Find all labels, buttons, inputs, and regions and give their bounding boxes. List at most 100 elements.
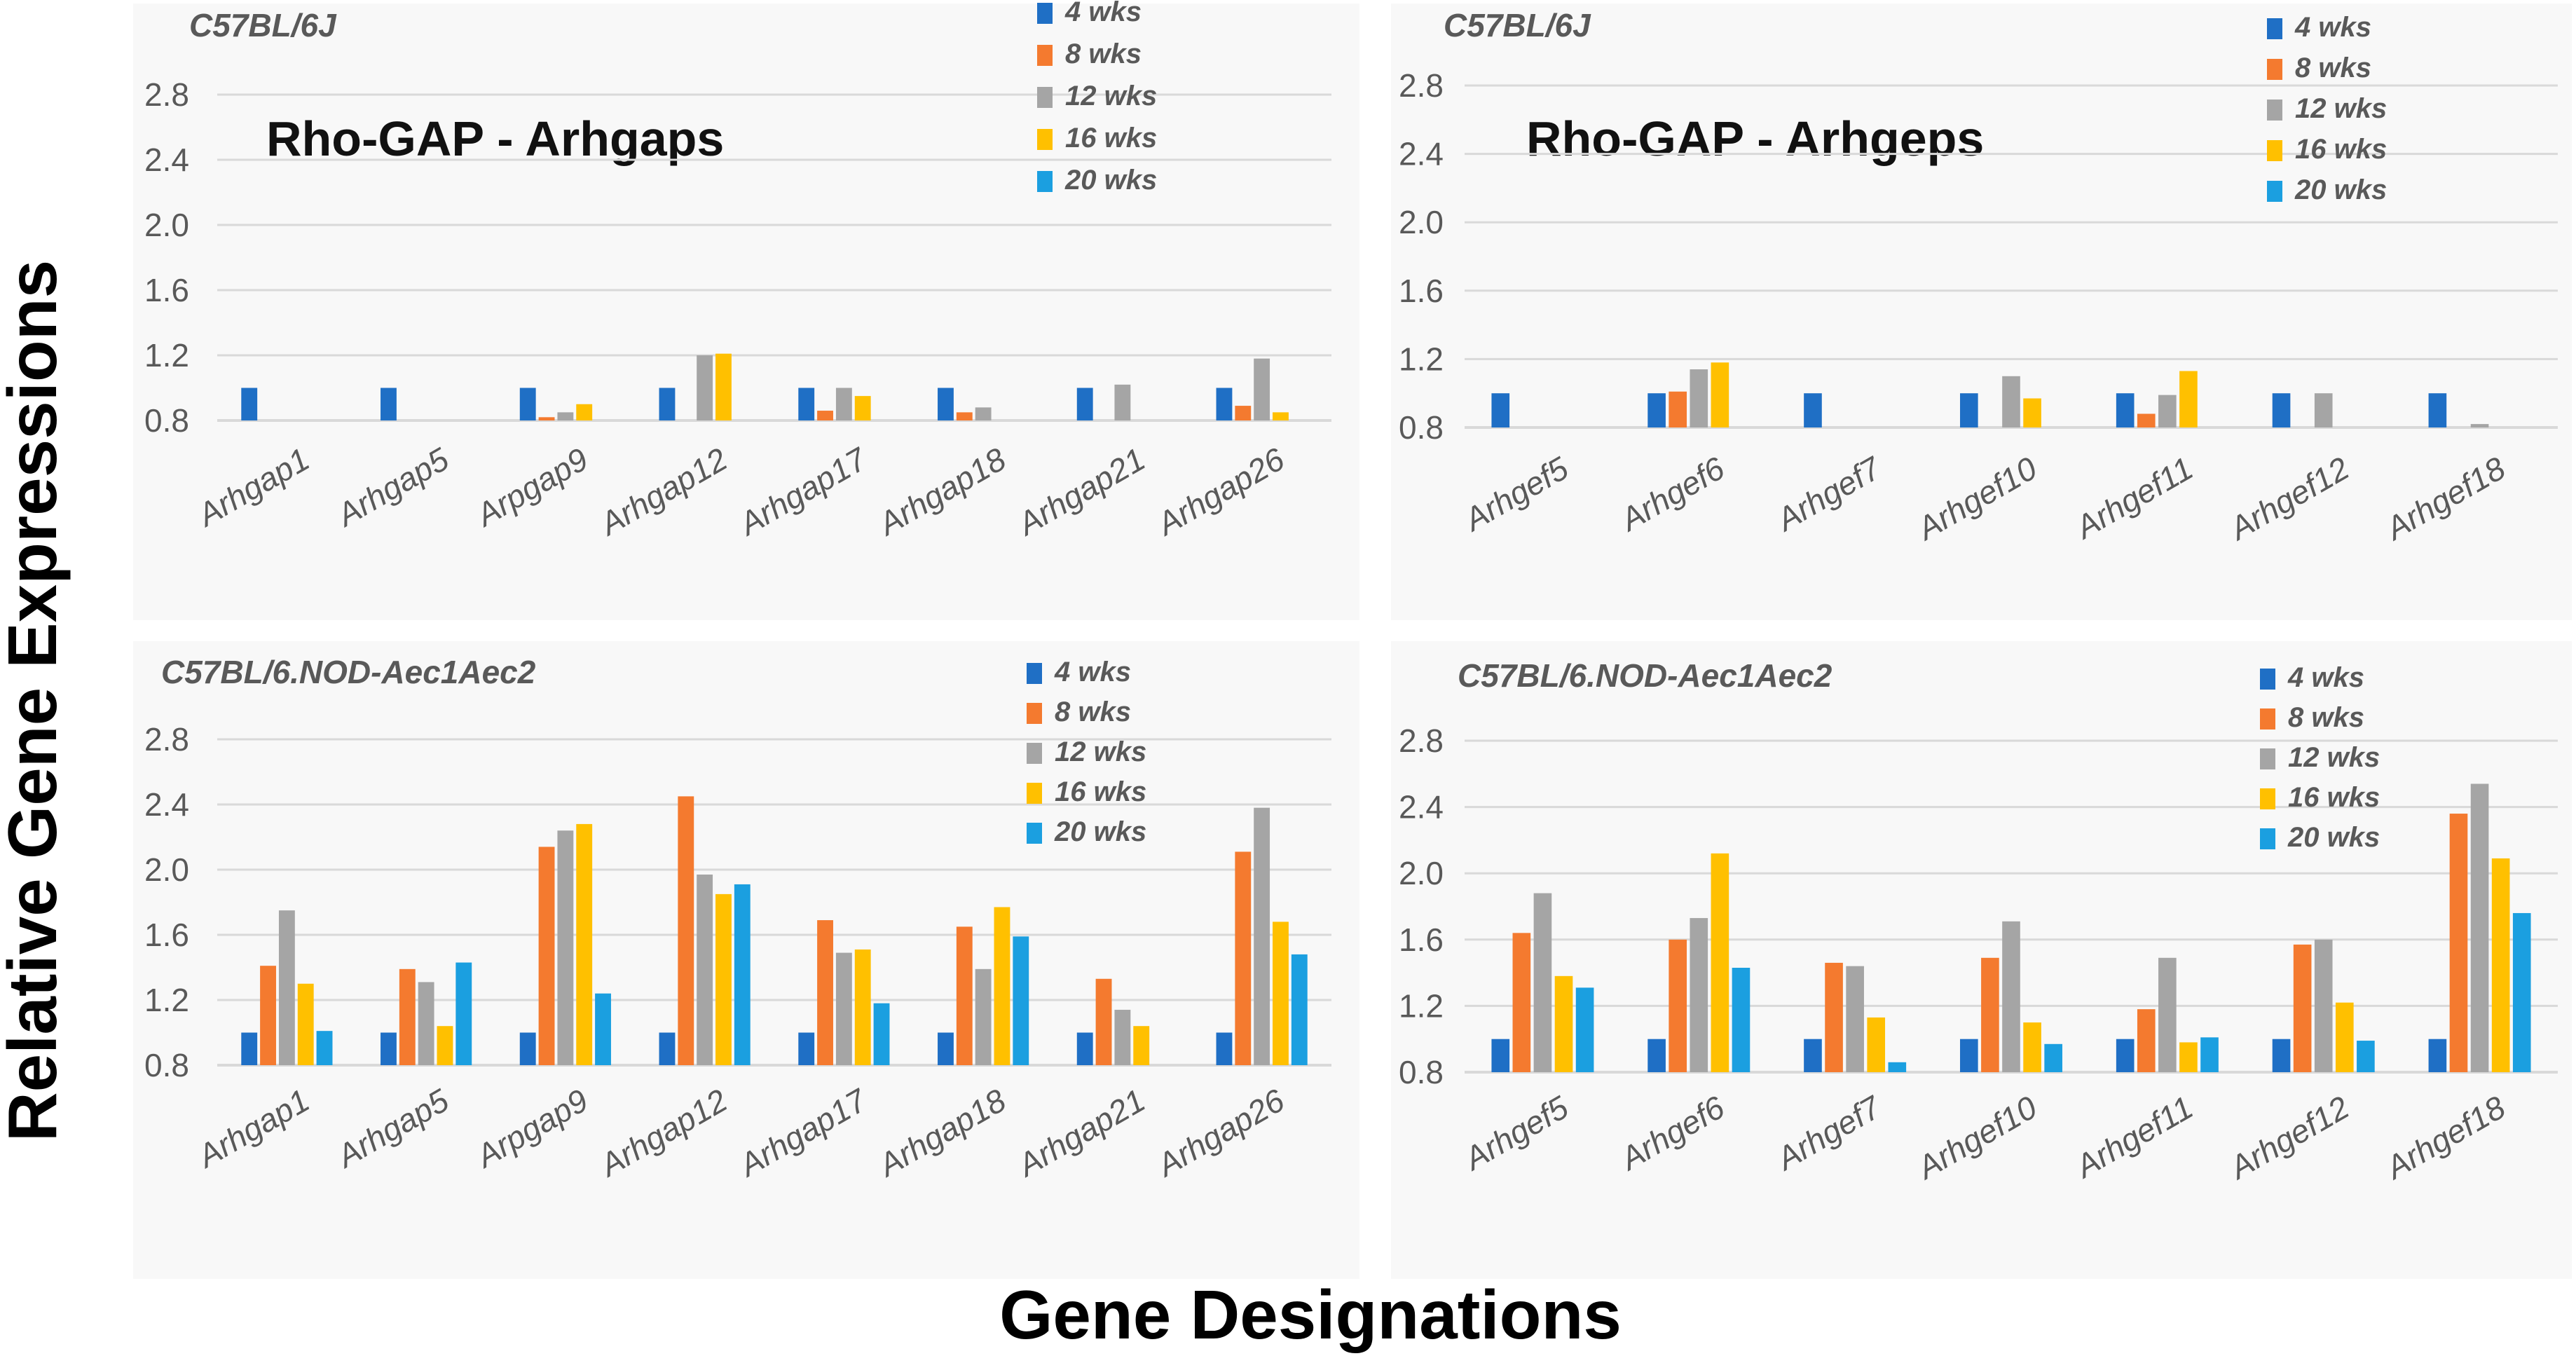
bar-arhgap17-12-wks [835,952,852,1065]
y-tick-label: 2.0 [1399,855,1444,891]
legend-label: 8 wks [2288,702,2364,733]
legend-swatch [1027,743,1042,764]
panel-strain-title: C57BL/6J [189,7,337,43]
bar-arhgap21-12-wks [1114,384,1131,420]
bar-arhgap17-4-wks [798,1032,815,1065]
bar-arhgef18-12-wks [2470,424,2489,427]
y-tick-label: 2.4 [1399,789,1444,826]
bar-arhgef7-20-wks [1888,1062,1907,1072]
bar-arhgef18-8-wks [2449,814,2468,1072]
bar-arhgef5-4-wks [1491,1039,1510,1072]
bar-arhgef7-4-wks [1804,1039,1822,1072]
legend-label: 16 wks [1065,123,1157,153]
bar-arhgef5-12-wks [1533,893,1552,1072]
bar-arhgef18-16-wks [2491,858,2510,1072]
bar-arhgef12-16-wks [2335,1002,2354,1072]
bar-arhgef12-12-wks [2314,939,2333,1072]
bar-arhgap26-8-wks [1235,851,1252,1065]
legend: 4 wks 8 wks 12 wks 16 wks 20 wks [2267,12,2387,205]
y-tick-label: 2.8 [144,76,189,113]
bar-arhgap17-8-wks [817,411,833,420]
bar-arhgef10-12-wks [2002,921,2020,1072]
bar-arhgef18-4-wks [2428,1039,2447,1072]
bar-arhgap26-12-wks [1254,358,1270,420]
bar-arhgef7-4-wks [1804,393,1822,427]
bar-arhgef12-20-wks [2357,1041,2375,1072]
bar-arhgap21-4-wks [1076,388,1093,420]
bar-arhgap21-16-wks [1133,1026,1150,1065]
legend-swatch [2260,748,2275,769]
bar-arpgap9-4-wks [519,388,536,420]
bar-arhgef5-20-wks [1575,987,1594,1072]
panel-background-top-right [1391,4,2572,620]
bar-arhgap18-16-wks [994,907,1010,1065]
legend-swatch [1027,823,1042,844]
bar-arhgap5-4-wks [381,388,397,420]
legend-swatch [1027,703,1042,724]
bar-arhgap1-4-wks [241,1032,258,1065]
bar-arhgap5-4-wks [381,1032,397,1065]
bar-arhgap5-12-wks [418,982,434,1065]
bar-arhgef11-12-wks [2158,395,2177,427]
bar-arhgap1-20-wks [316,1031,333,1065]
bar-arhgap12-12-wks [697,355,713,420]
legend-swatch [1037,129,1053,150]
legend-swatch [1027,783,1042,804]
bar-arhgap12-8-wks [678,796,694,1065]
y-tick-label: 2.0 [144,207,189,243]
bar-arhgef11-16-wks [2179,371,2198,427]
bar-arhgef5-8-wks [1512,933,1531,1072]
bar-arhgef6-20-wks [1732,968,1751,1072]
y-tick-label: 2.4 [1399,136,1444,172]
bar-arhgap12-12-wks [697,874,713,1065]
bar-arhgef18-12-wks [2470,783,2489,1072]
bar-arhgap21-4-wks [1076,1032,1093,1065]
legend: 4 wks 8 wks 12 wks 16 wks 20 wks [2260,662,2380,853]
bar-arhgap26-12-wks [1254,807,1270,1065]
y-tick-label: 0.8 [144,1047,189,1083]
y-tick-label: 0.8 [144,402,189,439]
legend-swatch [2260,788,2275,809]
bar-arhgef6-16-wks [1711,362,1729,427]
bar-arhgap18-8-wks [956,412,973,420]
bar-arhgap18-4-wks [938,1032,954,1065]
bar-arhgap17-4-wks [798,388,815,420]
legend-swatch [2260,708,2275,730]
panel-strain-title: C57BL/6.NOD-Aec1Aec2 [1458,657,1832,694]
legend-swatch [2267,181,2282,202]
y-tick-label: 2.0 [144,851,189,888]
bar-arpgap9-8-wks [538,417,555,420]
bar-arpgap9-16-wks [576,823,593,1065]
legend-swatch [1027,663,1042,684]
y-tick-label: 2.8 [1399,67,1444,104]
bar-arpgap9-12-wks [557,830,574,1065]
bar-arpgap9-4-wks [519,1032,536,1065]
bar-arhgap17-16-wks [854,949,871,1065]
bar-arhgap26-4-wks [1216,388,1233,420]
bar-arhgef6-4-wks [1647,1039,1666,1072]
legend-label: 4 wks [1054,657,1131,687]
legend-label: 8 wks [1065,39,1142,69]
bar-arhgef10-12-wks [2002,376,2020,427]
bar-arhgef12-12-wks [2314,393,2333,427]
bar-arhgef11-4-wks [2116,393,2135,427]
legend-label: 16 wks [2288,782,2380,813]
bar-arhgap26-8-wks [1235,406,1252,420]
bar-arhgap5-16-wks [437,1026,453,1065]
bar-arhgap18-8-wks [956,926,973,1065]
bar-arhgef12-4-wks [2272,1039,2291,1072]
legend-label: 20 wks [1064,165,1157,196]
bar-arpgap9-12-wks [557,412,574,420]
bar-arhgap21-12-wks [1114,1009,1131,1065]
legend: 4 wks 8 wks 12 wks 16 wks 20 wks [1027,657,1146,847]
bar-arhgef10-20-wks [2044,1043,2062,1072]
legend-label: 8 wks [2295,53,2371,83]
bar-arhgap26-16-wks [1273,412,1289,420]
legend-label: 20 wks [1054,816,1146,847]
y-tick-label: 2.8 [1399,722,1444,759]
panel-strain-title: C57BL/6.NOD-Aec1Aec2 [161,654,536,690]
bar-arhgef12-8-wks [2293,944,2312,1072]
bar-arhgap12-4-wks [659,1032,676,1065]
